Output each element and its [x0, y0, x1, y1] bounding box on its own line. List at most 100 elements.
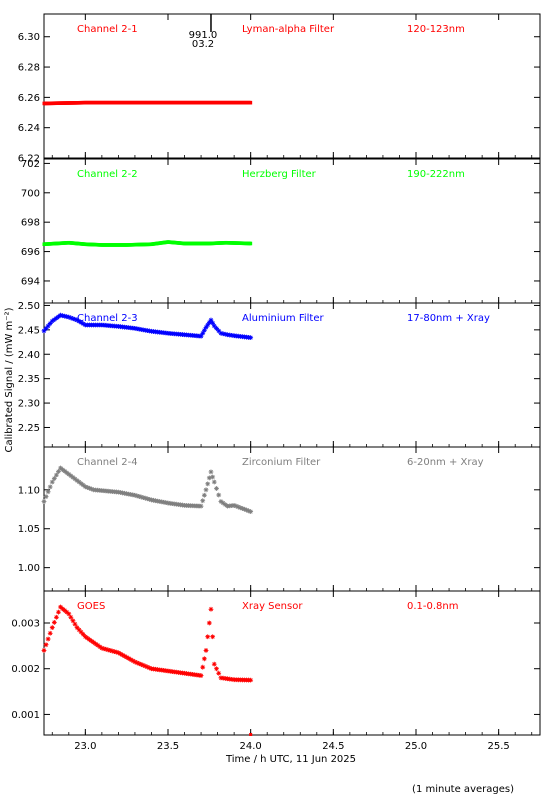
data-point: [201, 492, 207, 498]
y-tick-label: 6.30: [18, 32, 40, 43]
data-point: [76, 479, 82, 485]
data-point: [72, 316, 78, 322]
data-point: [216, 492, 222, 498]
y-tick-label: 2.50: [18, 301, 40, 312]
data-point: [220, 500, 226, 506]
data-point: [208, 469, 214, 475]
data-point: [51, 317, 57, 322]
series: [42, 100, 253, 106]
data-point: [43, 642, 49, 648]
data-point: [68, 315, 74, 321]
data-point: [198, 673, 204, 678]
y-tick-label: 698: [21, 218, 40, 229]
data-point: [47, 321, 53, 326]
data-point: [147, 665, 152, 671]
data-point: [140, 495, 146, 500]
data-point: [64, 314, 70, 320]
data-point: [43, 494, 49, 500]
data-point: [203, 325, 209, 330]
panel-band-label: 120-123nm: [407, 24, 465, 35]
marker-label: 991.0: [189, 30, 218, 41]
panel-band-label: 0.1-0.8nm: [407, 601, 459, 612]
y-tick-label: 2.45: [18, 325, 40, 336]
y-tick-label: 2.30: [18, 399, 40, 410]
data-point: [74, 478, 80, 483]
data-point: [206, 320, 212, 325]
data-point: [89, 486, 94, 492]
data-point: [138, 494, 144, 500]
data-point: [134, 493, 140, 499]
panel-5: 0.001 0.002 0.003 GOES Xray Sensor 0.1-0.8nm: [11, 590, 541, 736]
series: [41, 465, 254, 515]
panels-group: 6.22 6.24 6.26 6.28 6.30 Channel 2-1 Lyman-alp…: [11, 13, 541, 736]
data-point: [56, 314, 61, 320]
y-tick-label: 6.26: [18, 93, 40, 104]
data-point: [211, 479, 217, 485]
x-tick-label: 24.5: [322, 741, 344, 752]
data-point: [82, 634, 88, 640]
data-point: [105, 647, 111, 653]
data-point: [246, 508, 251, 514]
data-point: [206, 475, 212, 481]
panel-frame: [43, 13, 541, 159]
series: [41, 604, 254, 683]
data-point: [66, 314, 72, 320]
data-point: [147, 496, 152, 502]
data-point: [56, 469, 61, 474]
data-point: [72, 621, 78, 627]
data-point: [45, 489, 51, 495]
data-point: [101, 646, 107, 652]
data-point: [80, 321, 86, 327]
data-point: [78, 629, 84, 635]
y-tick-label: 0.003: [11, 619, 40, 630]
y-tick-label: 6.22: [18, 154, 40, 165]
data-point: [134, 660, 140, 666]
data-point: [54, 614, 59, 620]
panel-1: 6.22 6.24 6.26 6.28 6.30 Channel 2-1 Lyman-alp…: [18, 13, 541, 165]
data-point: [203, 487, 209, 493]
panel-frame: [43, 446, 541, 592]
data-point: [76, 627, 82, 633]
data-point: [74, 625, 80, 630]
data-point: [235, 504, 241, 510]
data-point: [66, 611, 72, 617]
data-point: [66, 471, 72, 477]
data-point: [109, 648, 115, 654]
data-point: [144, 664, 150, 670]
data-point: [76, 318, 82, 324]
data-point: [211, 661, 217, 667]
panel-band-label: 6-20nm + Xray: [407, 457, 484, 468]
data-point: [80, 482, 86, 488]
data-point: [220, 331, 226, 337]
data-point: [216, 670, 222, 676]
panel-2: 694 696 698 700 702 Channel 2-2 Herzberg Filte…: [21, 158, 541, 304]
panel-filter-label: Aluminium Filter: [242, 313, 325, 324]
footnote: (1 minute averages): [412, 784, 514, 795]
panel-frame: [43, 590, 541, 736]
data-point: [80, 632, 86, 637]
data-point: [210, 634, 216, 640]
data-point: [203, 648, 209, 653]
data-point: [64, 609, 70, 615]
panel-filter-label: Lyman-alpha Filter: [242, 24, 335, 35]
data-point: [58, 465, 63, 471]
axis-marker: [249, 733, 253, 736]
data-point: [111, 649, 117, 654]
data-point: [97, 644, 103, 650]
data-point: [51, 620, 57, 625]
data-point: [136, 661, 142, 666]
data-point: [240, 506, 245, 511]
data-point: [248, 509, 254, 515]
data-point: [60, 467, 65, 472]
data-point: [118, 651, 123, 657]
data-point: [54, 472, 59, 478]
x-axis: 23.0 23.5 24.0 24.5 25.0 25.5: [74, 733, 510, 752]
data-point: [120, 652, 125, 658]
data-point: [201, 656, 207, 662]
data-point: [222, 502, 228, 507]
data-point: [41, 499, 47, 504]
data-point: [233, 503, 239, 509]
data-point: [54, 315, 59, 321]
panel-band-label: 17-80nm + Xray: [407, 313, 490, 324]
